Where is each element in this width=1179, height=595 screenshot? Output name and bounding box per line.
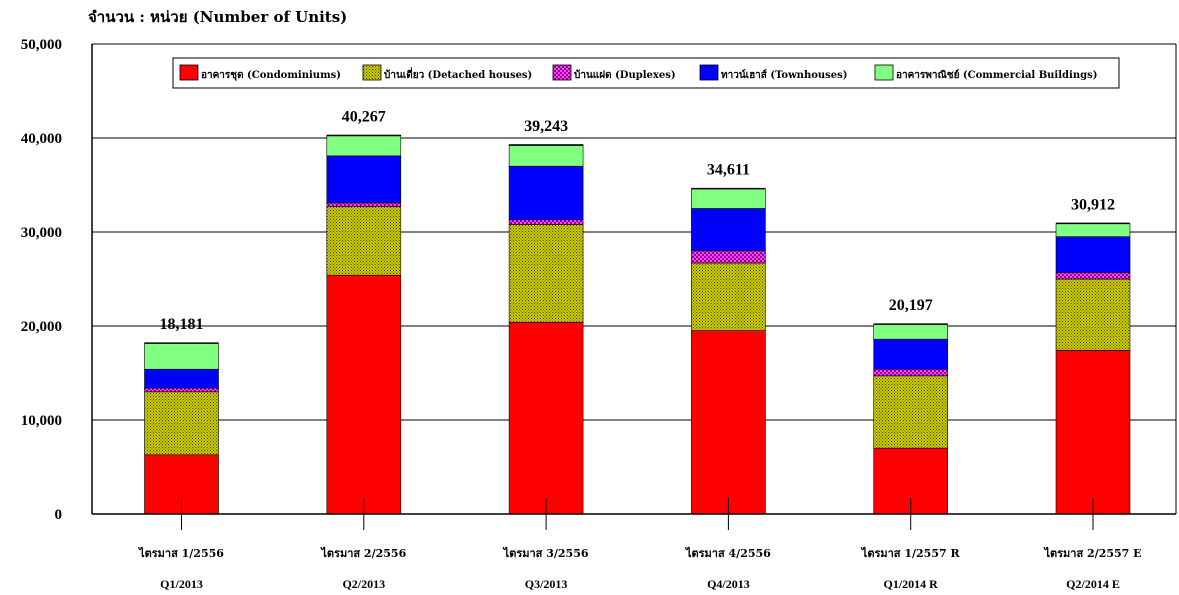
- bar-segment: [508, 321, 584, 515]
- legend-label: บ้านเดี่ยว (Detached houses): [384, 67, 532, 81]
- legend-label: อาคารชุด (Condominiums): [201, 70, 341, 81]
- bar-segment: [1055, 236, 1131, 273]
- bars: [144, 134, 1131, 515]
- x-category-label-en: Q2/2014 E: [1066, 577, 1120, 591]
- x-axis-categories: ไตรมาส 1/2556 Q1/2013 ไตรมาส 2/2556 Q2/2013…: [137, 498, 1142, 591]
- bar-segment: [508, 165, 584, 221]
- legend-label: บ้านแฝด (Duplexes): [574, 69, 676, 81]
- legend-swatch: [362, 64, 382, 81]
- bar-total-label: 18,181: [160, 316, 204, 333]
- bar-segment: [691, 208, 766, 252]
- legend-label: อาคารพาณิชย์ (Commercial Buildings): [896, 69, 1097, 81]
- bar-segment: [144, 391, 219, 456]
- x-category-label-en: Q3/2013: [525, 577, 568, 591]
- y-tick-label: 40,000: [21, 131, 62, 147]
- total-labels: 18,181 40,267 39,243 34,611 20,197 30,912: [160, 108, 1116, 333]
- x-category-label-thai: ไตรมาส 4/2556: [684, 546, 771, 560]
- x-category-label-en: Q4/2013: [707, 577, 750, 591]
- bar-segment: [326, 202, 402, 207]
- y-axis-label: จำนวน : หน่วย (Number of Units): [88, 8, 347, 26]
- y-axis-ticks: 0 10,000 20,000 30,000 40,000 50,000: [21, 37, 62, 523]
- gridlines: [92, 43, 1176, 421]
- legend-swatch: [552, 64, 572, 81]
- legend-swatch: [699, 64, 719, 81]
- bar-segment: [144, 342, 219, 370]
- y-tick-label: 20,000: [21, 319, 62, 335]
- bar-segment: [873, 338, 949, 370]
- bar-segment: [873, 368, 949, 377]
- bar-segment: [691, 250, 766, 264]
- y-tick-label: 30,000: [21, 225, 62, 241]
- y-tick-label: 0: [55, 507, 63, 523]
- bar-segment: [1055, 350, 1131, 515]
- bar-segment: [144, 368, 219, 389]
- bar-segment: [873, 375, 949, 449]
- bar-segment: [326, 274, 402, 515]
- bar-segment: [508, 224, 584, 323]
- legend-box: [172, 57, 1120, 89]
- x-category-label-thai: ไตรมาส 2/2557 E: [1042, 546, 1141, 560]
- x-category-label-en: Q1/2013: [160, 577, 203, 591]
- bar-segment: [691, 262, 766, 331]
- bar-total-label: 40,267: [342, 108, 386, 125]
- x-category-label-thai: ไตรมาส 1/2557 R: [860, 546, 961, 560]
- x-category-label-thai: ไตรมาส 1/2556: [137, 546, 224, 560]
- y-tick-label: 10,000: [21, 413, 62, 429]
- bar-segment: [1055, 223, 1131, 237]
- bar-segment: [873, 323, 949, 340]
- legend-swatch: [179, 64, 199, 81]
- x-category-label-en: Q1/2014 R: [884, 577, 939, 591]
- x-category-label-en: Q2/2013: [342, 577, 385, 591]
- bar-segment: [691, 330, 766, 515]
- x-category-label-thai: ไตรมาส 2/2556: [319, 546, 406, 560]
- bar-segment: [144, 387, 219, 393]
- bar-segment: [1055, 278, 1131, 351]
- bar-total-label: 34,611: [707, 162, 750, 179]
- bar-segment: [508, 144, 584, 167]
- bar-total-label: 39,243: [524, 118, 568, 135]
- legend-label: ทาวน์เฮาส์ (Townhouses): [721, 69, 848, 81]
- legend-swatch: [874, 64, 894, 81]
- x-category-label-thai: ไตรมาส 3/2556: [502, 546, 589, 560]
- bar-segment: [508, 219, 584, 225]
- bar-segment: [326, 206, 402, 276]
- bar-segment: [691, 188, 766, 209]
- bar-total-label: 30,912: [1071, 196, 1115, 213]
- bar-segment: [1055, 272, 1131, 280]
- legend: อาคารชุด (Condominiums) บ้านเดี่ยว (Detac…: [172, 57, 1120, 89]
- bar-segment: [326, 155, 402, 204]
- bar-segment: [326, 134, 402, 157]
- y-tick-label: 50,000: [21, 37, 62, 53]
- bar-total-label: 20,197: [889, 297, 933, 314]
